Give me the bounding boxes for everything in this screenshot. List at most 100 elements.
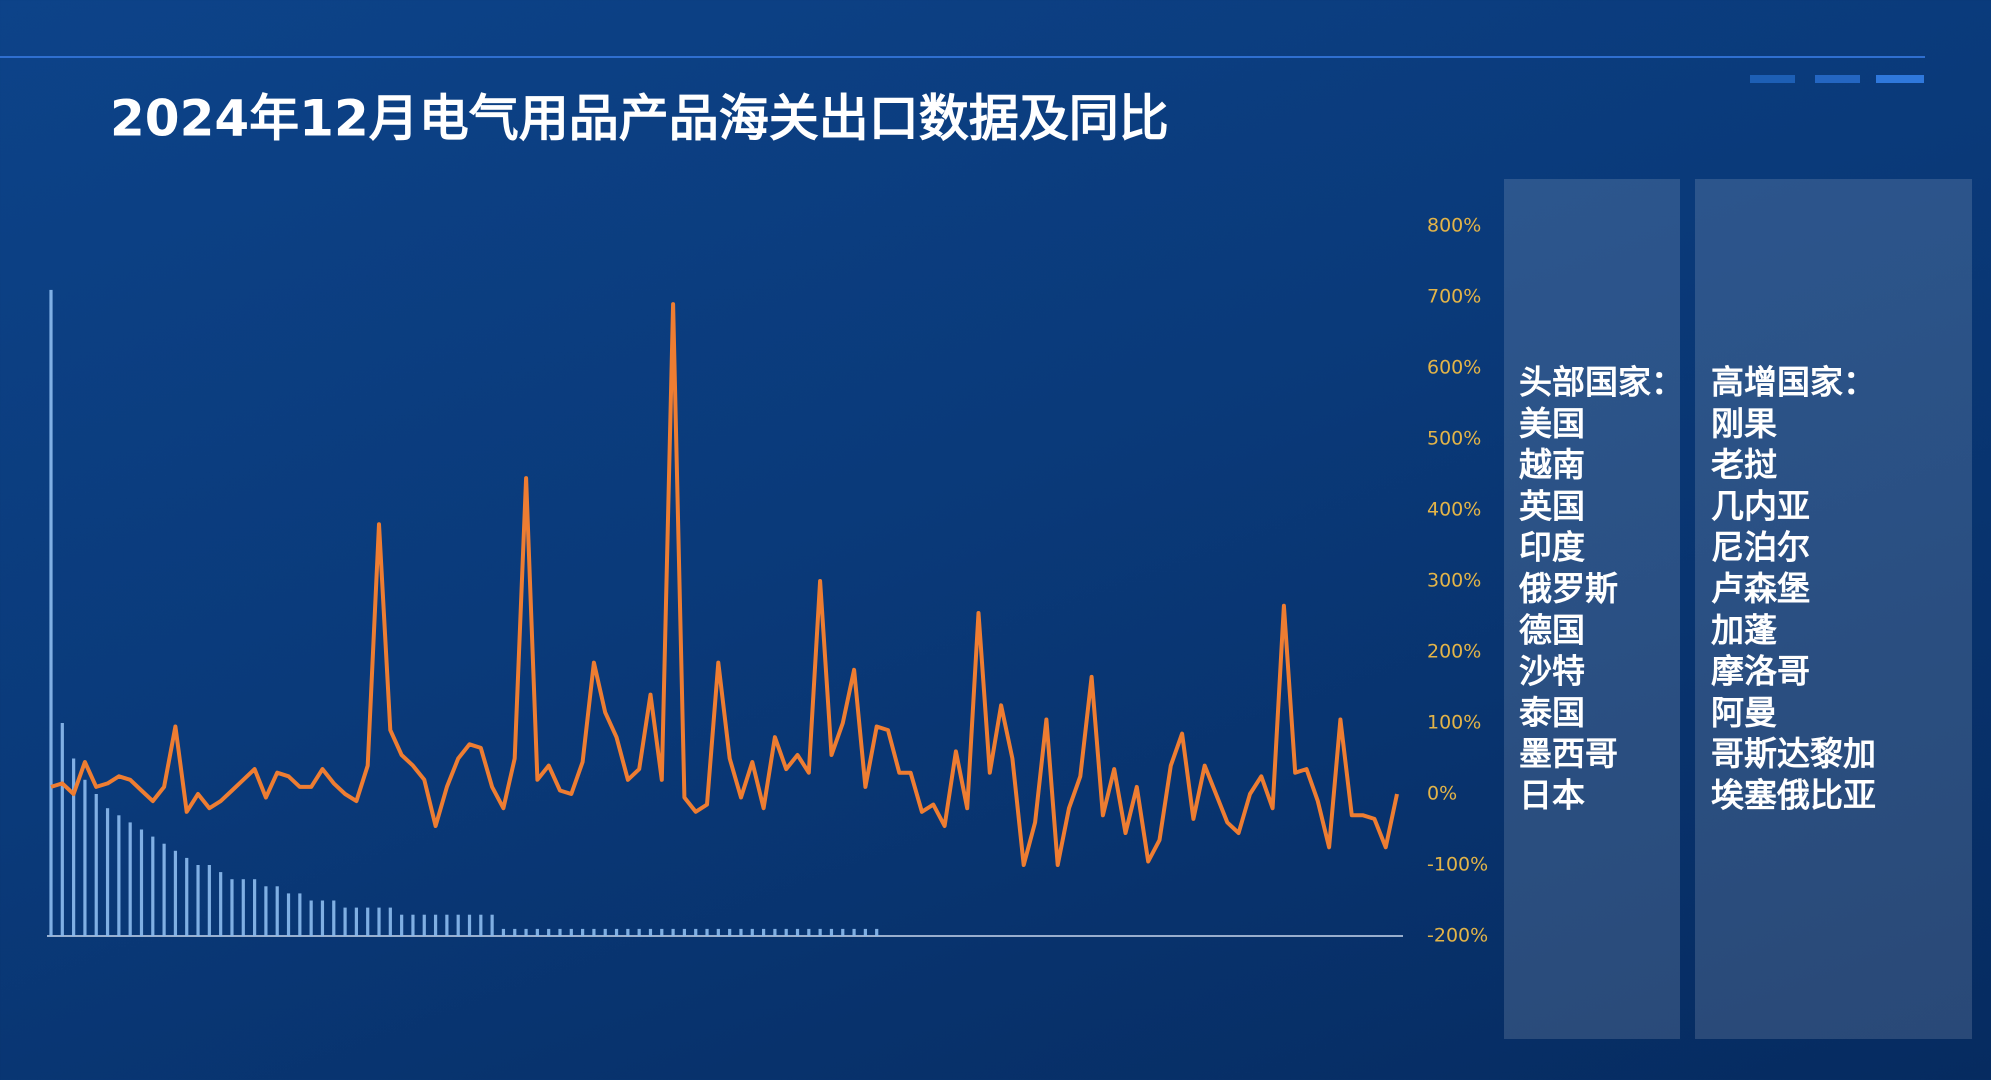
- bar: [829, 928, 834, 936]
- bar: [411, 914, 415, 936]
- bar: [128, 822, 132, 936]
- bar: [60, 723, 64, 936]
- bar: [207, 865, 211, 936]
- panel-box: [1504, 179, 1680, 1039]
- bar: [694, 928, 698, 936]
- bar: [320, 900, 325, 936]
- y2-tick-label: 500%: [1427, 428, 1481, 450]
- panel-item: 德国: [1519, 610, 1585, 649]
- bar: [219, 872, 223, 936]
- bar: [479, 914, 483, 936]
- bar: [139, 829, 144, 936]
- panel-item: 俄罗斯: [1518, 569, 1618, 608]
- bar: [354, 907, 358, 936]
- bar: [230, 879, 234, 936]
- y2-tick-label: 700%: [1427, 286, 1481, 308]
- bar: [196, 865, 200, 936]
- panel-title: 头部国家：: [1519, 363, 1684, 402]
- bar: [377, 907, 381, 936]
- y2-tick-label: -100%: [1427, 854, 1488, 876]
- bar: [162, 843, 166, 936]
- bar: [49, 289, 53, 936]
- bar: [490, 914, 494, 936]
- bar: [343, 907, 347, 936]
- bar: [558, 928, 562, 936]
- panel-item: 几内亚: [1711, 486, 1810, 525]
- bar: [852, 928, 856, 936]
- panel-item: 阿曼: [1711, 693, 1777, 732]
- bar: [286, 893, 291, 936]
- bar: [648, 928, 653, 936]
- bar: [807, 928, 811, 936]
- bar: [467, 914, 472, 936]
- bar: [445, 914, 449, 936]
- bar: [422, 914, 426, 936]
- bar: [863, 928, 867, 936]
- bar: [72, 758, 76, 936]
- panel-item: 泰国: [1519, 693, 1585, 732]
- slide-title: 2024年12月电气用品产品海关出口数据及同比: [110, 90, 1169, 148]
- bar: [614, 928, 619, 936]
- bar: [660, 928, 664, 936]
- bar: [773, 928, 777, 936]
- y2-tick-label: 300%: [1427, 570, 1481, 592]
- bar: [705, 928, 709, 936]
- bar: [264, 886, 268, 936]
- panel-item: 越南: [1519, 445, 1585, 484]
- bar: [547, 928, 551, 936]
- panel-item: 老挝: [1711, 445, 1777, 484]
- deco: [1750, 75, 1795, 83]
- panel-item: 加蓬: [1711, 610, 1778, 649]
- bar: [728, 928, 732, 936]
- bar: [501, 928, 506, 936]
- bar: [875, 928, 879, 936]
- panel-item: 刚果: [1711, 404, 1777, 443]
- bar: [151, 836, 155, 936]
- bar: [603, 928, 607, 936]
- panel-item: 卢森堡: [1711, 569, 1810, 608]
- panel-item: 摩洛哥: [1711, 652, 1810, 691]
- bar: [388, 907, 392, 936]
- bar: [105, 808, 110, 936]
- bar: [581, 928, 585, 936]
- panel-item: 印度: [1519, 528, 1585, 567]
- panel-box: [1695, 179, 1972, 1039]
- bar: [739, 928, 743, 936]
- panel-title: 高增国家：: [1711, 363, 1876, 402]
- panel-item: 英国: [1519, 486, 1585, 525]
- panel-item: 日本: [1519, 776, 1585, 815]
- bar: [241, 879, 245, 936]
- bar: [761, 928, 766, 936]
- bar: [750, 928, 754, 936]
- deco: [1876, 75, 1924, 83]
- bar: [456, 914, 460, 936]
- bar: [332, 900, 336, 936]
- panel-item: 尼泊尔: [1711, 528, 1810, 567]
- bar: [94, 794, 98, 936]
- y2-tick-label: 800%: [1427, 215, 1481, 237]
- bar: [671, 928, 675, 936]
- line: [50, 302, 1399, 867]
- bar: [524, 928, 528, 936]
- bar: [117, 815, 121, 936]
- y2-tick-label: 400%: [1427, 499, 1481, 521]
- bar: [513, 928, 517, 936]
- bar: [795, 928, 800, 936]
- bar: [784, 928, 788, 936]
- panel-item: 美国: [1519, 404, 1585, 443]
- bar: [626, 928, 630, 936]
- deco: [1815, 75, 1860, 83]
- y2-tick-label: 600%: [1427, 357, 1481, 379]
- bar: [298, 893, 302, 936]
- panel-item: 墨西哥: [1519, 734, 1618, 773]
- y2-tick-label: -200%: [1427, 925, 1488, 947]
- y2-tick-label: 100%: [1427, 712, 1481, 734]
- bar: [309, 900, 313, 936]
- bar: [252, 879, 257, 936]
- panel-item: 哥斯达黎加: [1711, 734, 1876, 773]
- panel-item: 沙特: [1519, 652, 1585, 691]
- bar: [716, 928, 720, 936]
- y2-tick-label: 200%: [1427, 641, 1481, 663]
